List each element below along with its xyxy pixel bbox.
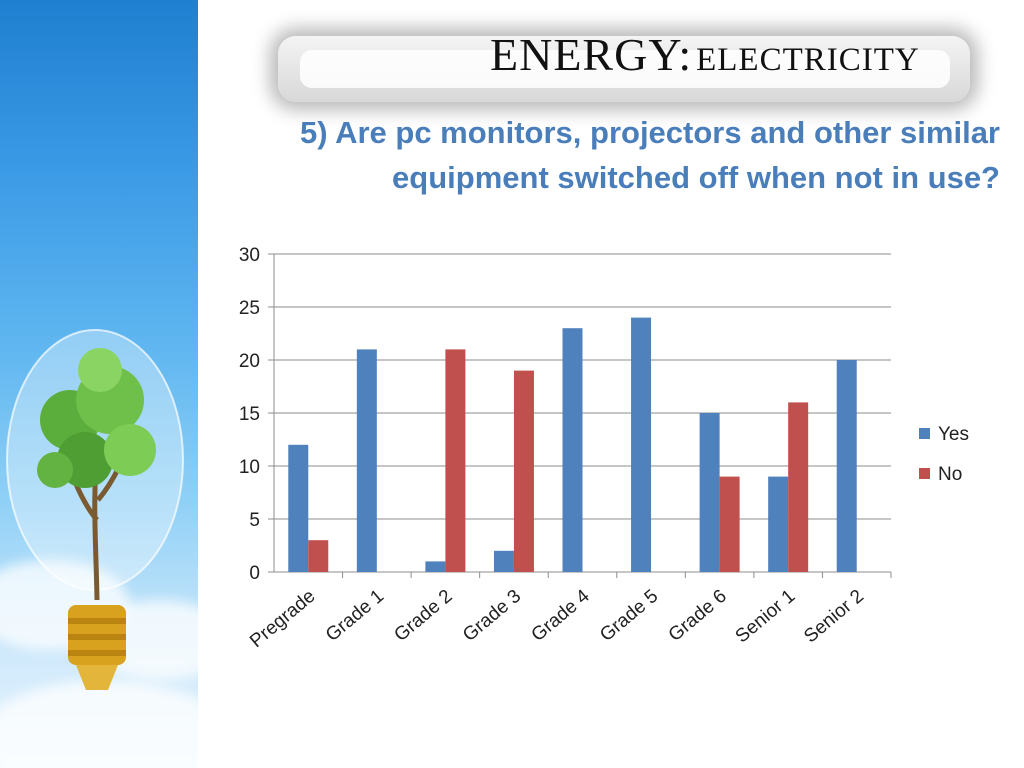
bar-yes [493, 550, 514, 572]
decorative-sidebar [0, 0, 198, 768]
x-tick-label: Senior 2 [800, 586, 868, 648]
title-banner-highlight [300, 50, 950, 88]
bar-yes [288, 444, 309, 572]
x-tick-label: Senior 1 [732, 586, 800, 648]
y-tick-label: 30 [239, 245, 260, 266]
title-sub: ELECTRICITY [696, 42, 920, 78]
legend-label: Yes [938, 424, 969, 445]
bar-yes [356, 349, 377, 572]
x-tick-label: Grade 4 [528, 585, 594, 645]
x-tick-label: Grade 5 [596, 586, 662, 646]
x-tick-label: Grade 1 [322, 586, 388, 646]
bar-no [308, 540, 329, 572]
bar-yes [425, 561, 446, 572]
bar-no [513, 370, 534, 572]
bar-yes [631, 317, 652, 572]
y-tick-label: 20 [239, 351, 260, 372]
bar-no [719, 476, 740, 572]
legend-swatch [919, 428, 930, 439]
y-tick-label: 0 [249, 563, 260, 584]
title-main: ENERGY: [490, 29, 693, 80]
page-title: ENERGY: ELECTRICITY [490, 28, 970, 81]
bar-no [788, 402, 809, 572]
y-tick-label: 15 [239, 404, 260, 425]
x-tick-label: Grade 3 [459, 586, 525, 646]
lightbulb-tree-icon [6, 329, 184, 690]
x-tick-label: Grade 2 [391, 586, 457, 646]
bar-yes [699, 413, 720, 572]
x-tick-label: Pregrade [246, 586, 319, 652]
question-line-1: 5) Are pc monitors, projectors and other… [300, 115, 1000, 150]
survey-question: 5) Are pc monitors, projectors and other… [200, 110, 1000, 200]
y-tick-label: 10 [239, 457, 260, 478]
question-line-2: equipment switched off when not in use? [392, 160, 1000, 195]
y-tick-label: 25 [239, 298, 260, 319]
bar-yes [836, 360, 857, 572]
bar-yes [562, 328, 583, 572]
x-tick-label: Grade 6 [665, 586, 731, 646]
legend-label: No [938, 464, 962, 485]
bar-no [445, 349, 466, 572]
bar-yes [768, 476, 789, 572]
y-tick-label: 5 [249, 510, 260, 531]
legend-swatch [919, 468, 930, 479]
